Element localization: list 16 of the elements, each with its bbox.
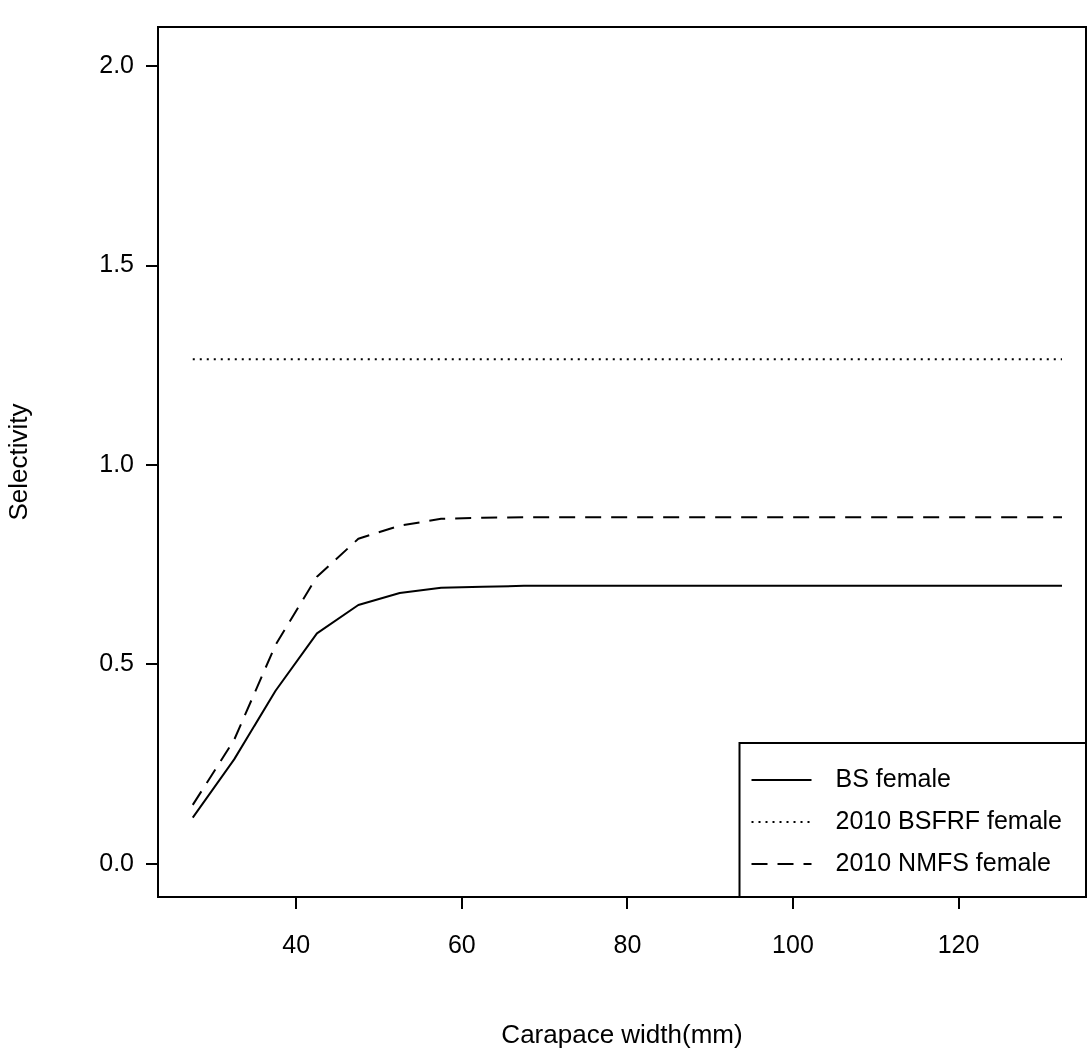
y-tick-label: 1.5 <box>99 249 134 278</box>
x-axis-title: Carapace width(mm) <box>501 1018 743 1049</box>
y-axis-title: Selectivity <box>2 403 33 521</box>
y-tick-label: 0.0 <box>99 847 134 876</box>
legend-label: BS female <box>835 763 951 792</box>
y-tick-label: 0.5 <box>99 648 134 677</box>
x-tick-label: 60 <box>447 929 476 958</box>
x-tick-label: 120 <box>937 929 980 958</box>
legend-label: 2010 BSFRF female <box>835 805 1063 834</box>
legend-label: 2010 NMFS female <box>835 847 1051 876</box>
y-tick-label: 2.0 <box>99 49 134 78</box>
x-tick-label: 40 <box>282 929 311 958</box>
x-tick-label: 80 <box>613 929 642 958</box>
line-series <box>191 516 1063 806</box>
y-tick-label: 1.0 <box>99 448 134 477</box>
x-tick-label: 100 <box>772 929 814 958</box>
